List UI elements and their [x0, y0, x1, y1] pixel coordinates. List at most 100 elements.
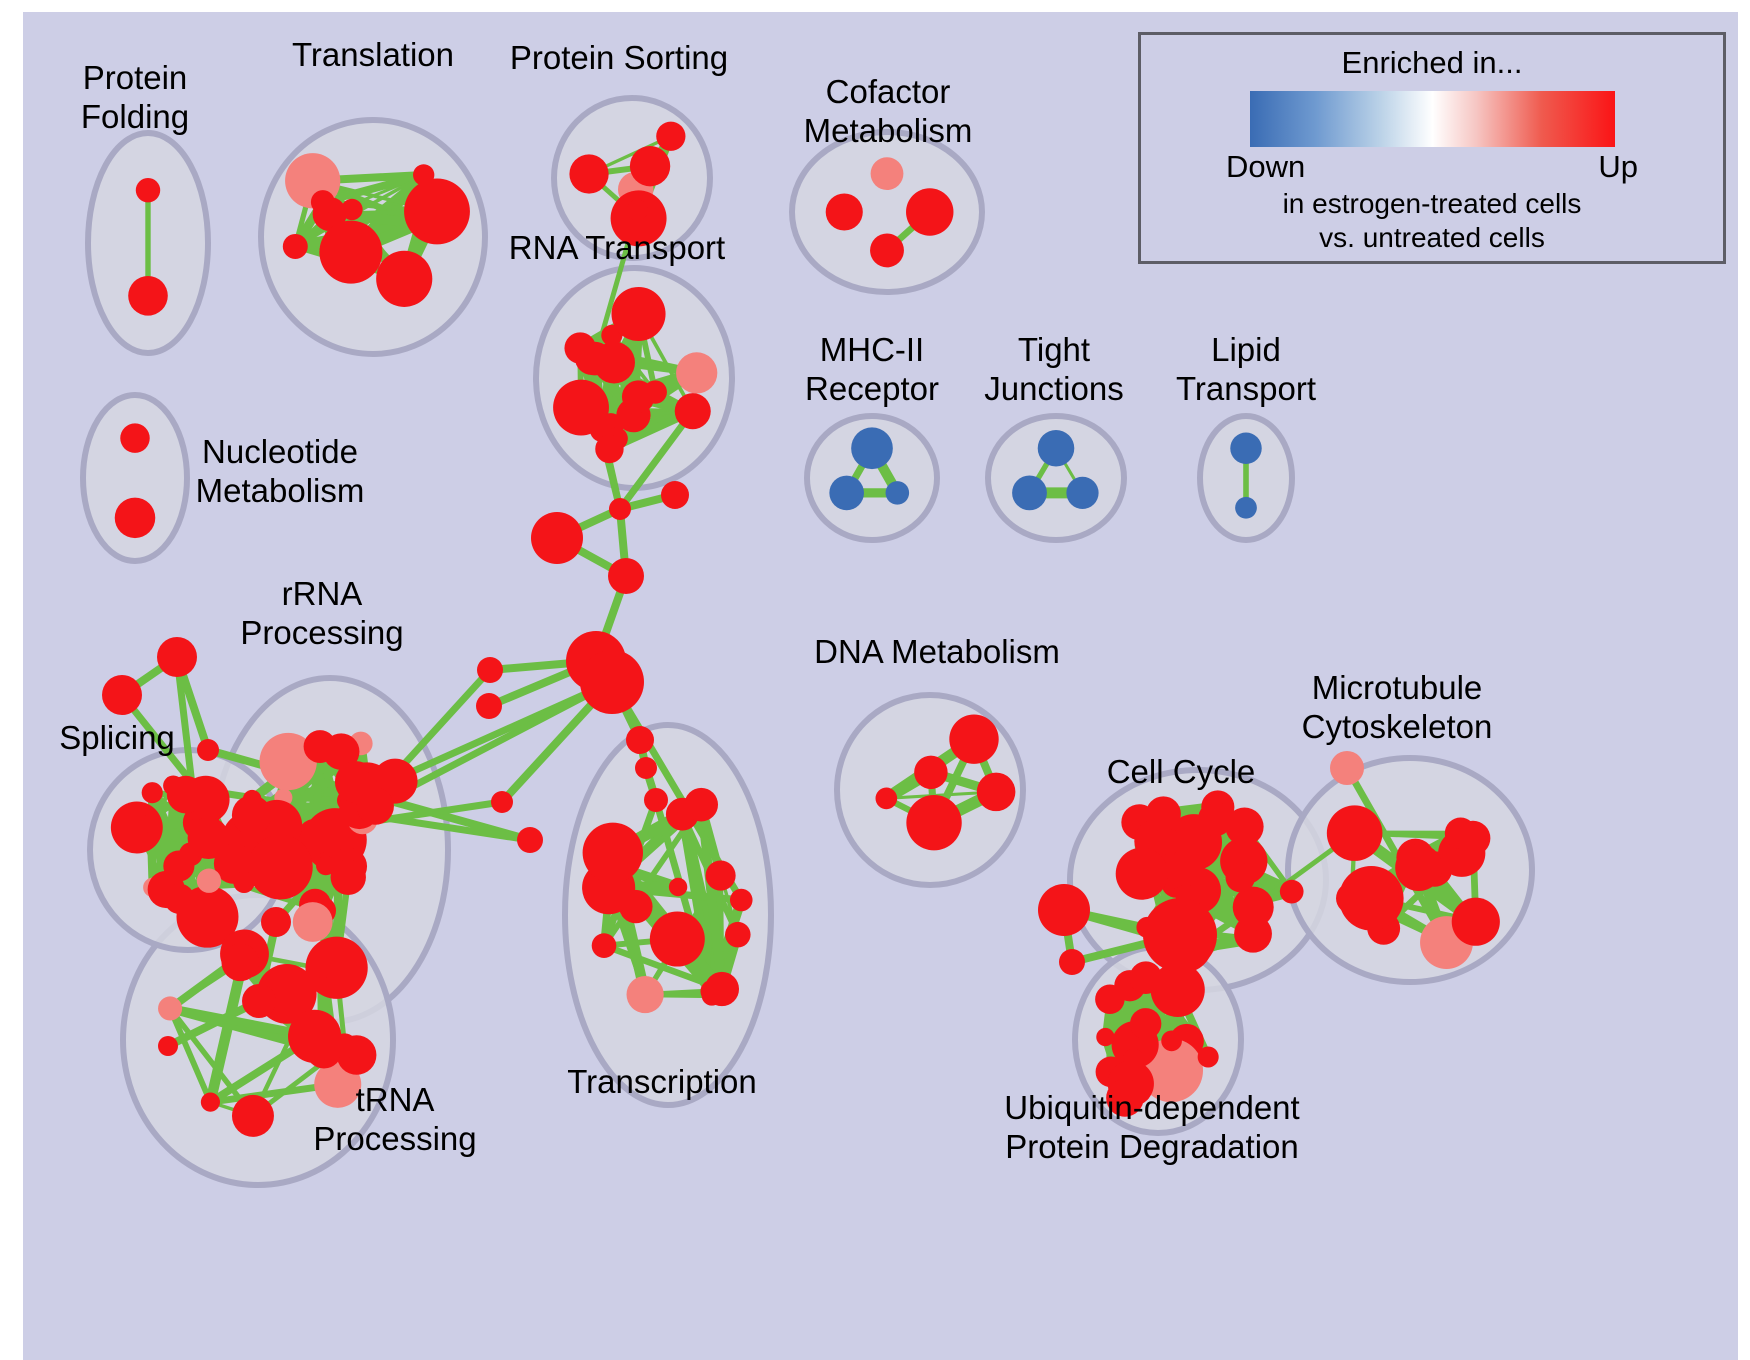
gene-set-node[interactable]	[157, 637, 197, 677]
gene-set-node[interactable]	[141, 782, 163, 804]
gene-set-node[interactable]	[906, 188, 954, 236]
gene-set-node[interactable]	[644, 788, 668, 812]
gene-set-node[interactable]	[233, 871, 255, 894]
gene-set-node[interactable]	[128, 275, 168, 316]
gene-set-node[interactable]	[643, 380, 667, 404]
gene-set-node[interactable]	[629, 145, 671, 187]
gene-set-node[interactable]	[531, 512, 583, 564]
gene-set-node[interactable]	[1232, 886, 1274, 928]
gene-set-node[interactable]	[626, 726, 654, 754]
gene-set-node[interactable]	[1145, 796, 1181, 832]
gene-set-node[interactable]	[1096, 1027, 1115, 1047]
gene-set-node[interactable]	[949, 714, 999, 764]
gene-set-node[interactable]	[221, 943, 260, 982]
gene-set-node[interactable]	[1455, 820, 1491, 856]
gene-set-node[interactable]	[517, 827, 543, 853]
gene-set-node[interactable]	[920, 802, 947, 829]
gene-set-node[interactable]	[1225, 807, 1264, 846]
gene-set-node[interactable]	[626, 975, 664, 1014]
gene-set-node[interactable]	[725, 921, 751, 948]
gene-set-node[interactable]	[259, 732, 317, 791]
gene-set-node[interactable]	[413, 164, 435, 186]
gene-set-node[interactable]	[1095, 984, 1125, 1015]
gene-set-node[interactable]	[1037, 429, 1075, 467]
gene-set-node[interactable]	[1129, 1008, 1162, 1040]
gene-set-node[interactable]	[1038, 884, 1090, 936]
gene-set-node[interactable]	[1059, 949, 1085, 975]
gene-set-node[interactable]	[164, 883, 195, 914]
gene-set-node[interactable]	[1012, 475, 1047, 511]
gene-set-node[interactable]	[1326, 805, 1383, 861]
gene-set-node[interactable]	[875, 787, 898, 810]
gene-set-node[interactable]	[102, 675, 142, 715]
gene-set-node[interactable]	[705, 860, 736, 891]
gene-set-node[interactable]	[292, 902, 333, 942]
gene-set-node[interactable]	[322, 733, 360, 770]
gene-set-node[interactable]	[825, 193, 863, 231]
gene-set-node[interactable]	[870, 157, 904, 191]
gene-set-node[interactable]	[1330, 751, 1364, 785]
gene-set-node[interactable]	[477, 657, 503, 683]
gene-set-node[interactable]	[582, 822, 643, 883]
gene-set-node[interactable]	[242, 984, 276, 1018]
gene-set-node[interactable]	[197, 739, 219, 761]
gene-set-node[interactable]	[166, 775, 205, 814]
gene-set-node[interactable]	[343, 770, 379, 805]
gene-set-node[interactable]	[676, 352, 718, 394]
gene-set-node[interactable]	[248, 834, 313, 900]
gene-set-node[interactable]	[976, 772, 1016, 812]
gene-set-node[interactable]	[158, 1036, 178, 1056]
gene-set-node[interactable]	[595, 434, 624, 464]
gene-set-node[interactable]	[135, 177, 161, 203]
gene-set-node[interactable]	[609, 498, 631, 520]
gene-set-node[interactable]	[404, 178, 470, 245]
gene-set-node[interactable]	[120, 423, 150, 453]
gene-set-node[interactable]	[158, 996, 183, 1021]
gene-set-node[interactable]	[1143, 898, 1217, 972]
gene-set-node[interactable]	[231, 1094, 274, 1137]
gene-set-node[interactable]	[656, 121, 686, 151]
gene-set-node[interactable]	[1197, 1046, 1219, 1068]
gene-set-node[interactable]	[141, 813, 161, 834]
gene-set-node[interactable]	[611, 286, 666, 342]
gene-set-node[interactable]	[313, 959, 333, 979]
gene-set-node[interactable]	[261, 907, 291, 937]
gene-set-node[interactable]	[635, 757, 657, 779]
gene-set-node[interactable]	[553, 379, 609, 436]
gene-set-node[interactable]	[1240, 928, 1262, 950]
gene-set-node[interactable]	[591, 933, 617, 958]
gene-set-node[interactable]	[297, 818, 333, 855]
gene-set-node[interactable]	[674, 393, 711, 430]
gene-set-node[interactable]	[1339, 865, 1404, 931]
gene-set-node[interactable]	[729, 888, 753, 912]
gene-set-node[interactable]	[200, 1092, 220, 1112]
gene-set-node[interactable]	[1235, 496, 1257, 519]
gene-set-node[interactable]	[574, 341, 609, 375]
gene-set-node[interactable]	[829, 475, 864, 511]
gene-set-node[interactable]	[196, 868, 222, 893]
gene-set-node[interactable]	[661, 481, 689, 509]
gene-set-node[interactable]	[569, 154, 609, 194]
gene-set-node[interactable]	[580, 650, 644, 714]
gene-set-node[interactable]	[649, 911, 705, 967]
gene-set-node[interactable]	[1197, 801, 1233, 837]
gene-set-node[interactable]	[1106, 1079, 1144, 1117]
gene-set-node[interactable]	[1225, 862, 1256, 893]
gene-set-node[interactable]	[1150, 962, 1205, 1017]
gene-set-node[interactable]	[476, 693, 502, 719]
gene-set-node[interactable]	[310, 190, 335, 214]
gene-set-node[interactable]	[885, 481, 910, 505]
gene-set-node[interactable]	[231, 795, 272, 835]
gene-set-node[interactable]	[330, 859, 366, 895]
gene-set-node[interactable]	[1395, 843, 1443, 892]
gene-set-node[interactable]	[114, 497, 156, 539]
gene-set-node[interactable]	[305, 936, 368, 999]
gene-set-node[interactable]	[1161, 1030, 1182, 1052]
gene-set-node[interactable]	[668, 877, 688, 897]
gene-set-node[interactable]	[1279, 879, 1304, 904]
gene-set-node[interactable]	[914, 755, 948, 790]
gene-set-node[interactable]	[288, 1009, 342, 1064]
gene-set-node[interactable]	[851, 427, 893, 470]
gene-set-node[interactable]	[700, 979, 724, 1003]
gene-set-node[interactable]	[282, 233, 308, 259]
